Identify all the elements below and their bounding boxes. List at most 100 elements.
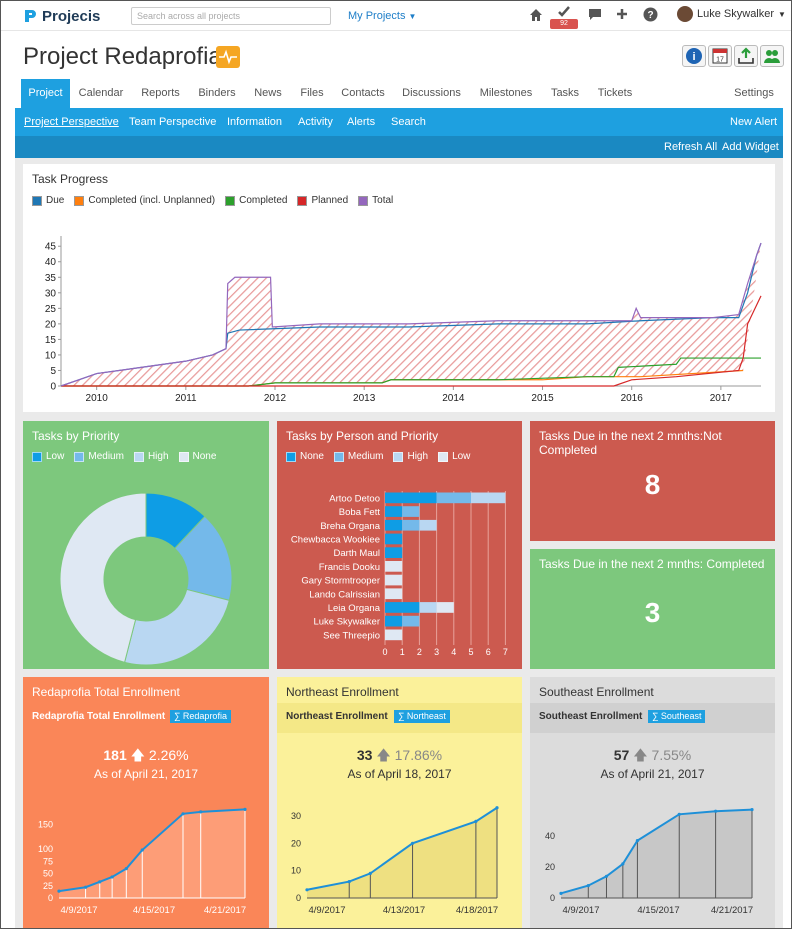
widget-title: Redaprofia Total Enrollment: [32, 685, 180, 699]
new-alert-button[interactable]: New Alert: [730, 116, 778, 128]
category-label: Darth Maul: [334, 548, 380, 559]
metric-tag[interactable]: ∑ Redaprofia: [170, 710, 231, 723]
activity-pulse-icon[interactable]: [216, 46, 240, 68]
tasks-by-priority-widget: Tasks by Priority Low Medium High None: [23, 421, 269, 669]
as-of-date: As of April 21, 2017: [93, 767, 199, 781]
legend-label: Medium: [347, 451, 384, 462]
legend-item: Total: [358, 195, 393, 206]
x-tick-label: 2011: [175, 393, 197, 404]
user-menu[interactable]: Luke Skywalker ▼: [677, 6, 786, 22]
category-label: Breha Organa: [320, 521, 380, 532]
category-label: Boba Fett: [339, 507, 381, 518]
enrollment-point: [368, 871, 372, 875]
widget-title: Task Progress: [32, 172, 109, 186]
calendar-button[interactable]: 17: [708, 45, 732, 67]
person-bar-chart: 0 1 2 3 4 5 6 7 Artoo Detoo Boba Fett Breha Organa…: [291, 491, 508, 657]
refresh-all-button[interactable]: Refresh All: [664, 141, 718, 153]
legend-label: Due: [46, 195, 65, 206]
area-fill: [561, 809, 752, 898]
export-button[interactable]: [734, 45, 758, 67]
team-button[interactable]: [760, 45, 784, 67]
subnav-information[interactable]: Information: [227, 116, 283, 128]
metric-tag[interactable]: ∑ Southeast: [648, 710, 706, 723]
tab-calendar[interactable]: Calendar: [78, 87, 124, 99]
area-fill: [307, 807, 497, 898]
tab-tickets[interactable]: Tickets: [597, 87, 633, 99]
northeast-enrollment-widget: Northeast Enrollment Northeast Enrollmen…: [277, 677, 522, 928]
home-icon[interactable]: [529, 8, 543, 22]
y-tick-label: 25: [43, 881, 53, 891]
bar-segment: [385, 492, 437, 504]
bar-segment: [436, 602, 454, 613]
top-bar: Projecis Search across all projects My P…: [1, 1, 791, 31]
enrollment-point: [750, 808, 754, 812]
app-logo[interactable]: Projecis: [23, 6, 100, 26]
bar-segment: [471, 492, 506, 504]
help-icon[interactable]: ?: [643, 7, 658, 22]
legend-label: None: [300, 451, 324, 462]
y-tick-label: 20: [545, 862, 555, 872]
legend-item: None: [286, 451, 324, 462]
y-tick-label: 15: [45, 335, 57, 346]
legend-item: Medium: [74, 451, 124, 462]
enrollment-metric-header: Redaprofia Total Enrollment ∑ Redaprofia: [23, 703, 269, 733]
page-title: Project Redaprofia: [23, 43, 222, 70]
plus-icon[interactable]: [616, 8, 628, 20]
task-progress-chart: 0 5 10 15 20 25 30 35 40 45 2010 2011 2012 2013 2014 20…: [45, 236, 762, 404]
y-tick-label: 75: [43, 856, 53, 866]
legend-item: None: [178, 451, 216, 462]
enrollment-value: 57 🡅 7.55%: [530, 745, 775, 769]
arrow-up-icon: 🡅: [376, 747, 391, 763]
enrollment-point: [181, 812, 185, 816]
enrollment-point: [199, 810, 203, 814]
tab-reports[interactable]: Reports: [141, 87, 180, 99]
legend-item: Completed (incl. Unplanned): [74, 195, 215, 206]
tab-project[interactable]: Project: [21, 79, 70, 108]
add-widget-button[interactable]: Add Widget: [722, 141, 779, 153]
enrollment-point: [124, 867, 128, 871]
tab-binders[interactable]: Binders: [198, 87, 236, 99]
legend-label: Total: [372, 195, 394, 206]
bar-segment: [402, 519, 420, 531]
series-line-planned: [61, 295, 762, 387]
main-tabs: Project Calendar Reports Binders News Files Co…: [1, 79, 791, 108]
area-fill: [59, 809, 245, 898]
enrollment-point: [635, 839, 639, 843]
chat-icon[interactable]: [588, 8, 602, 21]
checkmark-icon: [558, 6, 570, 17]
widget-title: Tasks Due in the next 2 mnths: Completed: [539, 557, 765, 571]
upload-tray-icon: [738, 47, 754, 64]
tab-discussions[interactable]: Discussions: [402, 87, 461, 99]
x-tick-label: 2016: [621, 393, 644, 404]
x-tick-label: 4/15/2017: [637, 905, 679, 916]
donut-slice-high: [124, 588, 230, 666]
metric-tag[interactable]: ∑ Northeast: [394, 710, 450, 723]
legend-label: Completed (incl. Unplanned): [88, 195, 216, 206]
tab-settings[interactable]: Settings: [734, 87, 774, 99]
sub-navigation: Project Perspective Team Perspective Inf…: [15, 108, 783, 136]
subnav-search[interactable]: Search: [391, 116, 426, 128]
tab-news[interactable]: News: [254, 87, 282, 99]
info-button[interactable]: i: [682, 45, 706, 67]
legend-swatch: [225, 195, 236, 206]
subnav-team-perspective[interactable]: Team Perspective: [129, 116, 217, 128]
tab-tasks[interactable]: Tasks: [550, 87, 580, 99]
enrollment-point: [110, 875, 114, 879]
subnav-alerts[interactable]: Alerts: [347, 116, 376, 128]
global-search-input[interactable]: Search across all projects: [131, 7, 331, 25]
tab-files[interactable]: Files: [300, 87, 324, 99]
tab-milestones[interactable]: Milestones: [479, 87, 533, 99]
widget-title: Tasks Due in the next 2 mnths:Not Comple…: [539, 429, 722, 457]
my-projects-dropdown[interactable]: My Projects ▼: [348, 10, 416, 22]
category-label: Gary Stormtrooper: [301, 576, 380, 587]
enrollment-point: [305, 888, 309, 892]
tab-contacts[interactable]: Contacts: [341, 87, 385, 99]
subnav-activity[interactable]: Activity: [298, 116, 333, 128]
user-name: Luke Skywalker: [697, 8, 775, 20]
arrow-up-icon: 🡅: [130, 747, 146, 763]
subnav-project-perspective[interactable]: Project Perspective: [24, 116, 119, 128]
y-tick-label: 5: [50, 366, 56, 377]
due-completed-widget: Tasks Due in the next 2 mnths: Completed…: [530, 549, 775, 669]
tasks-notification[interactable]: 92: [550, 5, 578, 29]
legend-swatch: [133, 451, 144, 462]
